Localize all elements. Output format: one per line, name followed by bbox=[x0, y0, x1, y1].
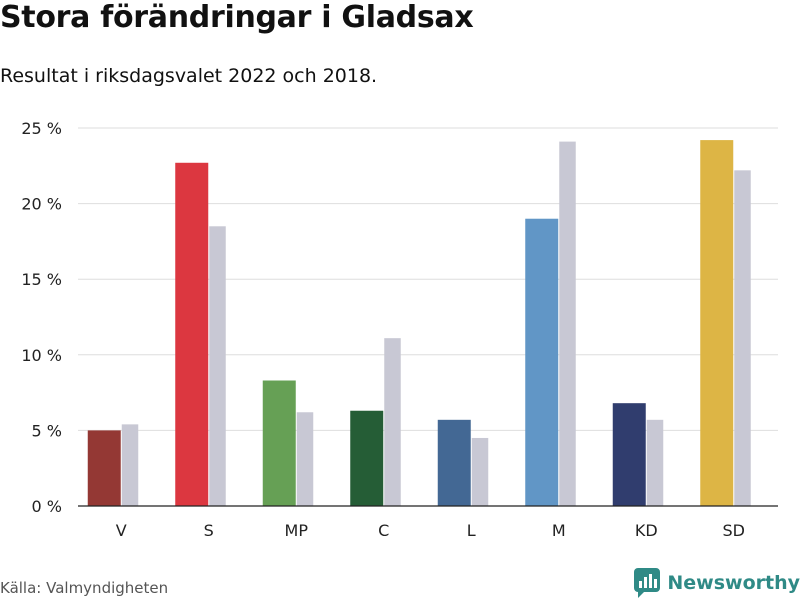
bar-2022-m bbox=[525, 218, 559, 506]
bar-2022-v bbox=[87, 430, 121, 506]
bar-2022-s bbox=[175, 162, 209, 506]
bar-2018-kd bbox=[646, 419, 664, 506]
x-tick-label: SD bbox=[723, 521, 745, 540]
y-tick-label: 25 % bbox=[21, 119, 62, 138]
bar-2018-mp bbox=[296, 412, 314, 506]
bar-2022-l bbox=[437, 419, 471, 506]
x-tick-label: V bbox=[116, 521, 127, 540]
bar-2018-s bbox=[209, 226, 226, 506]
bar-2022-kd bbox=[612, 403, 646, 506]
newsworthy-logo: Newsworthy bbox=[634, 567, 800, 599]
x-tick-label: M bbox=[552, 521, 566, 540]
bar-2018-m bbox=[559, 141, 576, 506]
x-tick-label: MP bbox=[285, 521, 309, 540]
x-tick-label: S bbox=[204, 521, 214, 540]
bar-2018-sd bbox=[734, 170, 751, 506]
bar-2022-sd bbox=[700, 140, 734, 506]
bar-chart: 0 % 5 % 10 % 15 % 20 % 25 % V S MP C L M KD SD bbox=[21, 119, 778, 540]
bar-chart-speech-bubble-icon bbox=[634, 568, 661, 598]
x-tick-label: C bbox=[378, 521, 389, 540]
bar-2018-v bbox=[121, 424, 139, 506]
chart-title: Stora förändringar i Gladsax bbox=[0, 0, 474, 35]
x-tick-label: KD bbox=[635, 521, 658, 540]
y-tick-label: 20 % bbox=[21, 195, 62, 214]
chart-subtitle: Resultat i riksdagsvalet 2022 och 2018. bbox=[0, 65, 378, 87]
y-tick-label: 5 % bbox=[32, 421, 62, 440]
bar-2022-mp bbox=[262, 380, 296, 506]
bar-2018-l bbox=[471, 437, 489, 506]
y-tick-label: 15 % bbox=[21, 270, 62, 289]
bar-2018-c bbox=[384, 338, 401, 506]
y-tick-label: 0 % bbox=[32, 497, 62, 516]
brand-name: Newsworthy bbox=[667, 572, 800, 594]
source-note: Källa: Valmyndigheten bbox=[0, 579, 169, 597]
y-tick-label: 10 % bbox=[21, 346, 62, 365]
x-tick-label: L bbox=[467, 521, 476, 540]
bar-2022-c bbox=[350, 410, 384, 506]
